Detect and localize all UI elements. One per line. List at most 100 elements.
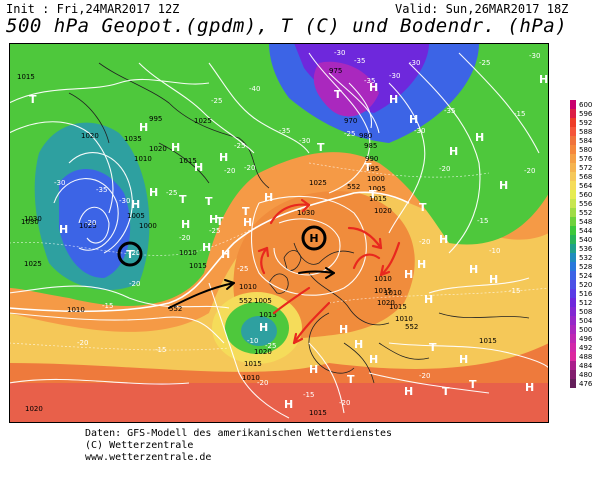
pressure-system-letter: H: [194, 161, 203, 174]
pressure-label: 1015: [17, 73, 35, 81]
pressure-system-letter: H: [259, 321, 268, 334]
subtropical-field-south: [9, 383, 549, 423]
pressure-system-letter: T: [369, 188, 377, 201]
temperature-label: -25: [209, 227, 220, 235]
pressure-label: 1010: [242, 374, 260, 382]
temperature-label: -30: [389, 72, 400, 80]
pressure-system-letter: T: [242, 205, 250, 218]
black-arrow-west: [168, 282, 235, 309]
temperature-label: -20: [85, 219, 96, 227]
scale-swatch: [570, 127, 576, 136]
pressure-label: 970: [344, 117, 357, 125]
scale-label: 476: [579, 380, 593, 388]
map-title: 500 hPa Geopot.(gpdm), T (C) und Bodendr…: [6, 15, 568, 37]
pressure-label: 1030: [24, 215, 42, 223]
temperature-label: -25: [211, 97, 222, 105]
temperature-label: -25: [344, 130, 355, 138]
scale-swatch: [570, 253, 576, 262]
pressure-system-letter: T: [469, 378, 477, 391]
scale-swatch: [570, 118, 576, 127]
scale-swatch: [570, 235, 576, 244]
pressure-system-letter: H: [449, 145, 458, 158]
temperature-label: -15: [509, 287, 520, 295]
temperature-label: -30: [334, 49, 345, 57]
pressure-label: 1010: [134, 155, 152, 163]
pressure-label: 552: [169, 305, 182, 313]
pressure-label: 990: [365, 155, 378, 163]
temperature-label: -35: [354, 57, 365, 65]
temperature-label: -20: [244, 164, 255, 172]
scale-swatch: [570, 379, 576, 388]
black-arrowhead-west: [224, 279, 235, 290]
scale-swatch: [570, 316, 576, 325]
temperature-label: -30: [119, 197, 130, 205]
pressure-label: 980: [359, 132, 372, 140]
pressure-label: 1010: [374, 275, 392, 283]
pressure-label: 1015: [374, 287, 392, 295]
pressure-system-letter: H: [139, 121, 148, 134]
temperature-label: -25: [479, 59, 490, 67]
pressure-system-letter: H: [439, 233, 448, 246]
pressure-system-letter: T: [317, 141, 325, 154]
pressure-label: 1025: [309, 179, 327, 187]
pressure-label: 975: [329, 67, 342, 75]
pressure-system-letter: H: [209, 213, 218, 226]
red-flow-arrows: [257, 198, 401, 345]
scale-swatch: [570, 145, 576, 154]
pressure-system-letter: H: [149, 186, 158, 199]
gpdm-552-line: [9, 191, 410, 313]
scale-label: 576: [579, 155, 593, 163]
pressure-label: 1030: [297, 209, 315, 217]
scale-label: 588: [579, 128, 592, 136]
red-arrow-east: [347, 226, 383, 250]
pressure-label: 552: [239, 297, 252, 305]
scale-label: 584: [579, 137, 593, 145]
scale-label: 560: [579, 191, 592, 199]
pressure-label: 1020: [377, 299, 395, 307]
temperature-label: -35: [279, 127, 290, 135]
color-scale: 6005965925885845805765725685645605565525…: [570, 100, 593, 388]
pressure-system-letter: H: [489, 273, 498, 286]
pressure-system-letter: H: [525, 381, 534, 394]
footer-copyright: (C) Wetterzentrale: [85, 440, 194, 451]
pressure-label: 995: [149, 115, 162, 123]
scale-swatch: [570, 181, 576, 190]
pressure-label: 1000: [139, 222, 157, 230]
init-time: Init : Fri,24MAR2017 12Z: [6, 2, 180, 16]
scale-label: 572: [579, 164, 592, 172]
pressure-system-letter: H: [539, 73, 548, 86]
scale-label: 548: [579, 218, 592, 226]
scale-swatch: [570, 307, 576, 316]
temperature-label: -20: [524, 167, 535, 175]
red-arrowhead-west: [257, 246, 270, 258]
red-arrow-west: [260, 246, 269, 275]
scale-label: 544: [579, 227, 593, 235]
temperature-label: -25: [265, 342, 276, 350]
pressure-label: 1015: [259, 311, 277, 319]
pressure-system-letter: H: [424, 293, 433, 306]
temperature-label: -20: [419, 238, 430, 246]
scale-label: 592: [579, 119, 592, 127]
pressure-label: 1015: [179, 157, 197, 165]
scale-swatch: [570, 190, 576, 199]
footer-website[interactable]: www.wetterzentrale.de: [85, 452, 212, 463]
pressure-system-letter: H: [499, 179, 508, 192]
pressure-label: 1015: [244, 360, 262, 368]
pressure-label: 1015: [189, 262, 207, 270]
circled-high-ring: [301, 225, 327, 251]
scale-swatch: [570, 217, 576, 226]
red-arrow-south-2: [292, 301, 331, 345]
pressure-system-letter: T: [334, 88, 342, 101]
pressure-label: 1000: [367, 175, 385, 183]
scale-swatch: [570, 244, 576, 253]
pressure-label: 1010: [239, 283, 257, 291]
scale-swatch: [570, 172, 576, 181]
pressure-system-letter: H: [284, 398, 293, 411]
isobars: [9, 52, 549, 419]
red-arrowhead-southeast: [379, 264, 391, 277]
scale-label: 524: [579, 272, 593, 280]
scale-label: 596: [579, 110, 593, 118]
scale-label: 520: [579, 281, 592, 289]
temperature-label: -25: [237, 265, 248, 273]
black-arrowhead-center: [325, 267, 335, 279]
